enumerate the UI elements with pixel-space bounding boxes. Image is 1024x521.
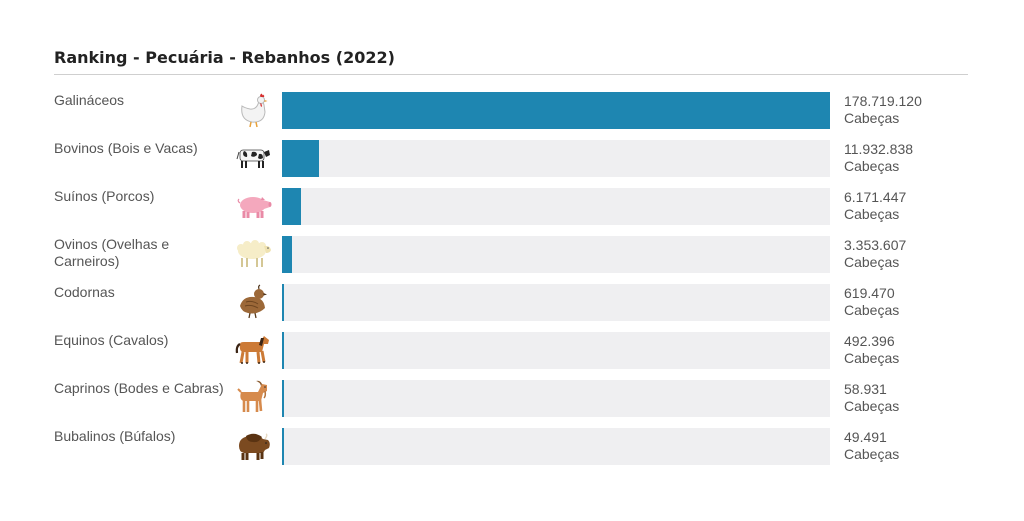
bar [282,236,293,273]
value-number: 58.931 [844,381,887,397]
value-label: 6.171.447 Cabeças [844,189,906,223]
category-label: Galináceos [54,92,125,108]
category-label: Caprinos (Bodes e Cabras) [54,380,224,396]
category-label: Suínos (Porcos) [54,188,155,204]
category-label: Ovinos (Ovelhas e Carneiros) [54,236,170,269]
cow-icon [234,140,274,176]
category-label: Codornas [54,284,115,300]
category-label: Bovinos (Bois e Vacas) [54,140,198,156]
value-number: 6.171.447 [844,189,907,205]
goat-icon [234,380,274,416]
value-number: 49.491 [844,429,887,445]
horse-icon [234,332,274,368]
value-label: 178.719.120 Cabeças [844,93,922,127]
value-label: 619.470 Cabeças [844,285,899,319]
ranking-card: Ranking - Pecuária - Rebanhos (2022) Gal… [54,42,968,476]
bar [282,332,284,369]
value-number: 3.353.607 [844,237,907,253]
ranking-row: Codornas 619.470 Cabeças [54,284,968,332]
value-number: 178.719.120 [844,93,922,109]
bar [282,380,284,417]
bar [282,188,301,225]
ranking-row: Bovinos (Bois e Vacas) 11.932.838 Cabeças [54,140,968,188]
value-label: 492.396 Cabeças [844,333,899,367]
bar-track [282,332,830,369]
value-label: 3.353.607 Cabeças [844,237,906,271]
value-unit: Cabeças [844,302,900,318]
category-label: Equinos (Cavalos) [54,332,169,348]
bar [282,140,319,177]
bar-track [282,188,830,225]
value-unit: Cabeças [844,206,900,222]
value-label: 58.931 Cabeças [844,381,899,415]
bar-track [282,428,830,465]
value-unit: Cabeças [844,350,900,366]
bar-track [282,380,830,417]
ranking-row: Ovinos (Ovelhas e Carneiros) 3.353.607 Cab… [54,236,968,284]
ranking-row: Bubalinos (Búfalos) 49.491 Cabeças [54,428,968,476]
value-number: 492.396 [844,333,895,349]
ranking-row: Suínos (Porcos) 6.171.447 Cabeças [54,188,968,236]
value-unit: Cabeças [844,398,900,414]
bar-track [282,140,830,177]
quail-icon [234,284,274,320]
value-unit: Cabeças [844,158,900,174]
value-number: 619.470 [844,285,895,301]
ranking-rows: Galináceos 178.719.120 Cabeças Bovinos (Boi… [54,92,968,476]
bar-track [282,236,830,273]
value-number: 11.932.838 [844,141,914,157]
value-unit: Cabeças [844,446,900,462]
bar-track [282,284,830,321]
ranking-row: Equinos (Cavalos) 492.396 Cabeças [54,332,968,380]
ranking-row: Caprinos (Bodes e Cabras) 58.931 Cabeças [54,380,968,428]
bar [282,92,830,129]
pig-icon [234,188,274,224]
bar [282,428,284,465]
sheep-icon [234,236,274,272]
category-label: Bubalinos (Búfalos) [54,428,176,444]
value-label: 49.491 Cabeças [844,429,899,463]
bar-track [282,92,830,129]
ranking-row: Galináceos 178.719.120 Cabeças [54,92,968,140]
value-unit: Cabeças [844,254,900,270]
value-label: 11.932.838 Cabeças [844,141,913,175]
buffalo-icon [234,428,274,464]
chart-title: Ranking - Pecuária - Rebanhos (2022) [54,42,968,75]
bar [282,284,284,321]
chicken-icon [234,92,274,128]
value-unit: Cabeças [844,110,900,126]
